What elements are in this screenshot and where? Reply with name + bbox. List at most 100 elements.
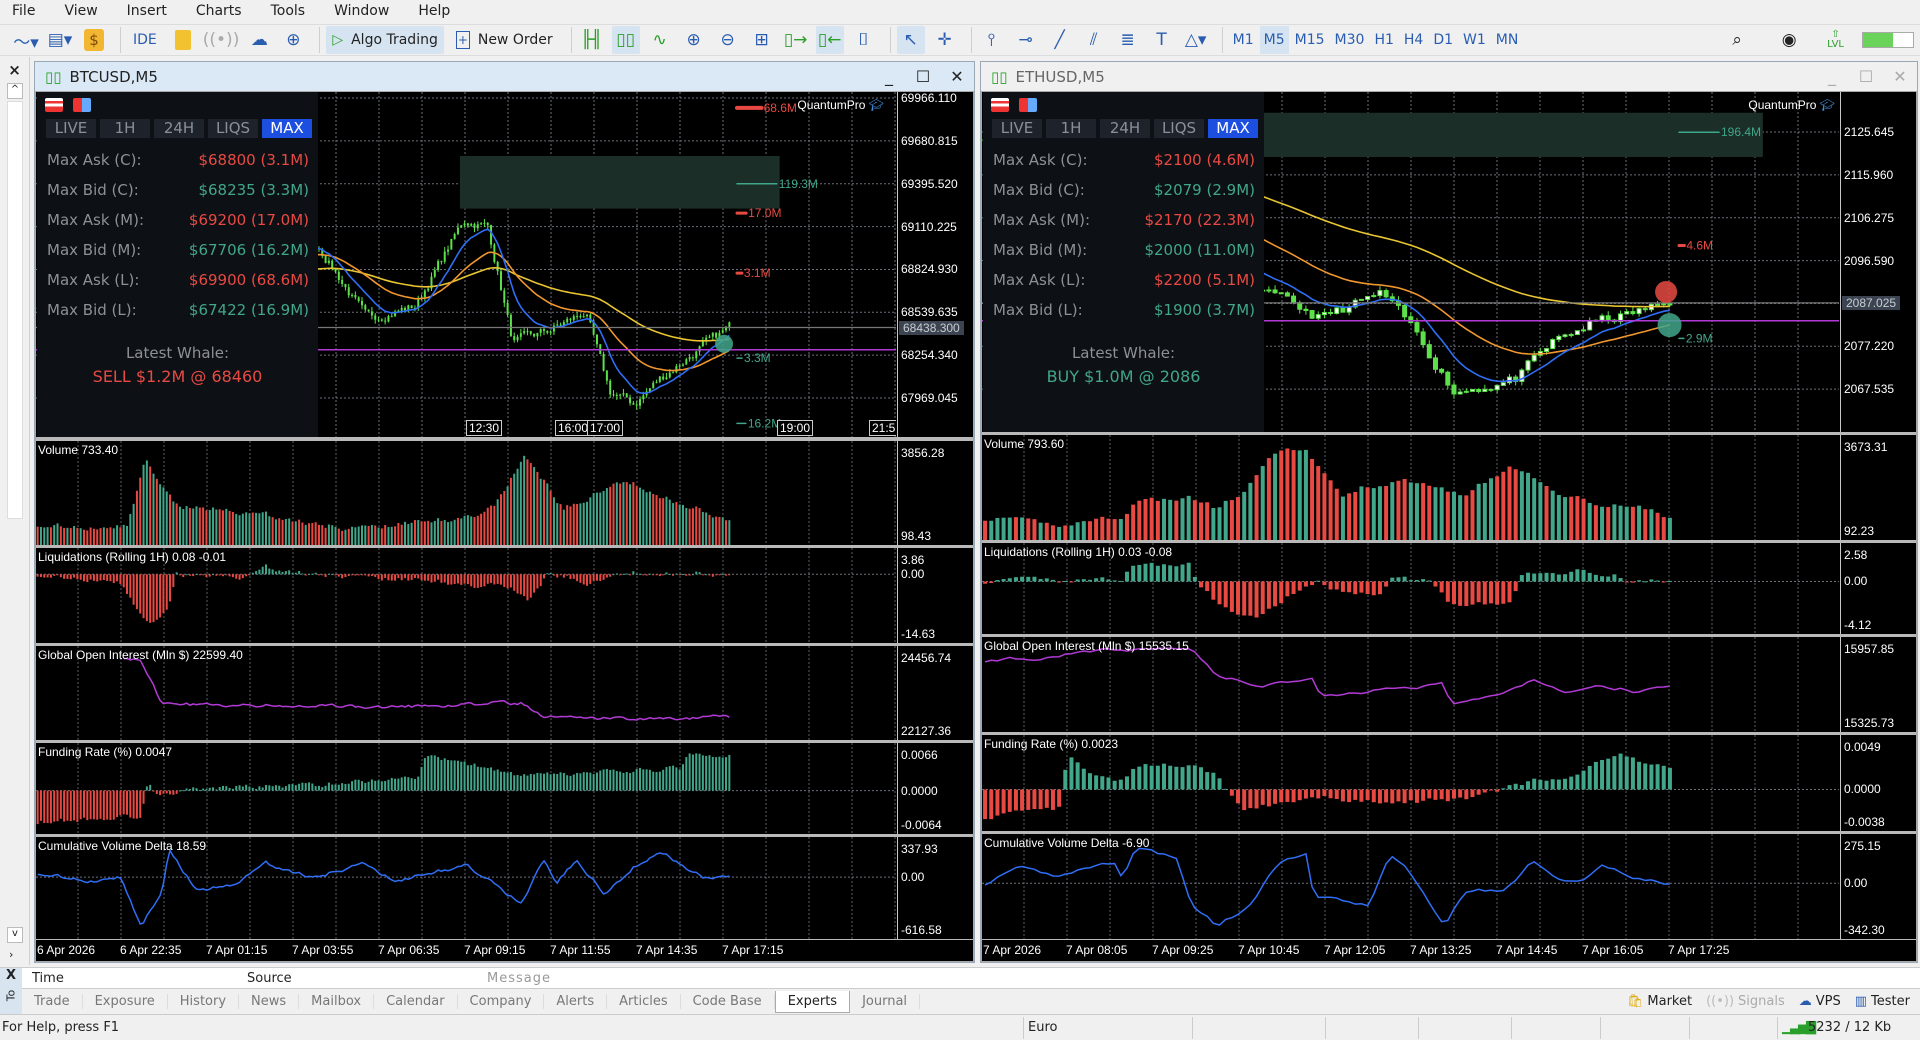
minimize-button[interactable]: _ (1828, 67, 1836, 86)
toolbox-link-tester[interactable]: ▥ Tester (1855, 994, 1910, 1009)
tab-max[interactable]: MAX (262, 119, 312, 138)
tab-1h[interactable]: 1H (100, 119, 150, 138)
scrollbar[interactable] (7, 101, 23, 519)
menu-view[interactable]: View (64, 3, 98, 19)
bar-chart-icon[interactable]: ╟╢ (581, 30, 602, 50)
maximize-button[interactable]: ☐ (1858, 67, 1874, 86)
menu-window[interactable]: Window (334, 3, 390, 19)
column-time[interactable]: Time (32, 971, 64, 986)
timeframe-m5[interactable]: M5 (1259, 26, 1289, 54)
tab-24h[interactable]: 24H (1100, 119, 1150, 138)
horizontal-line-icon[interactable]: ⊸ (1018, 30, 1033, 50)
vertical-line-icon[interactable]: ⫯ (987, 30, 996, 50)
new-order-button[interactable]: + New Order (450, 26, 559, 54)
main-price-panel[interactable]: 68.6M 119.3M 17.0M 3.1M 3.3M 16.2M QuantumPro… (36, 91, 973, 437)
price-axis[interactable]: 2125.645 2115.960 2106.275 2096.590 2087.025… (1840, 92, 1916, 432)
ide-button[interactable]: IDE (133, 32, 157, 48)
account-icon[interactable]: ◉ (1781, 30, 1797, 50)
scroll-up-button[interactable]: ^ (7, 83, 23, 99)
save-icon[interactable] (73, 98, 91, 112)
status-profile[interactable]: Euro (1028, 1020, 1058, 1035)
trendline-icon[interactable]: ╱ (1054, 30, 1065, 50)
toolbox-side-tab[interactable]: X To (0, 968, 22, 1015)
dollar-icon[interactable]: $ (80, 26, 108, 54)
window-title-bar[interactable]: ▯▯ ETHUSD,M5 _ ☐ ✕ (981, 62, 1917, 91)
timeframe-m15[interactable]: M15 (1294, 32, 1325, 48)
tab-1h[interactable]: 1H (1046, 119, 1096, 138)
vps-cloud-icon[interactable]: ☁ (250, 30, 268, 50)
toolbox-link-market[interactable]: 🛍︎ Market (1627, 994, 1692, 1009)
menu-charts[interactable]: Charts (195, 3, 242, 19)
expand-icon[interactable]: › (9, 948, 14, 961)
shapes-icon[interactable]: △▾ (1184, 30, 1207, 50)
toolbox-link-signals[interactable]: ((•)) Signals (1706, 994, 1785, 1009)
level-badge[interactable]: ⇧ LVL (1827, 30, 1844, 50)
main-price-panel[interactable]: 196.4M 4.6M 2.9M QuantumPro 🎓︎ LIVE 1H 24H LI… (982, 92, 1916, 432)
toolbox-tab-alerts[interactable]: Alerts (544, 994, 608, 1009)
fibonacci-icon[interactable]: ≣ (1120, 30, 1135, 50)
column-source[interactable]: Source (247, 971, 292, 986)
tab-24h[interactable]: 24H (154, 119, 204, 138)
screenshot-icon[interactable]: ⌷ (858, 30, 869, 50)
tab-live[interactable]: LIVE (46, 119, 96, 138)
auto-scroll-icon[interactable]: ▯→ (783, 30, 808, 50)
time-axis[interactable]: 7 Apr 2026 7 Apr 08:05 7 Apr 09:25 7 Apr 10… (982, 940, 1916, 961)
line-chart-icon[interactable]: ∿ (652, 30, 667, 50)
toolbox-tab-calendar[interactable]: Calendar (374, 994, 458, 1009)
signals-icon[interactable]: ((•)) (202, 30, 240, 50)
window-title-bar[interactable]: ▯▯ BTCUSD,M5 _ ☐ ✕ (35, 62, 974, 91)
maximize-button[interactable]: ☐ (915, 67, 931, 86)
text-icon[interactable]: T (1156, 30, 1167, 50)
menu-help[interactable]: Help (418, 3, 451, 19)
toolbox-tab-company[interactable]: Company (458, 994, 545, 1009)
toolbox-tab-news[interactable]: News (239, 994, 300, 1009)
toolbox-tab-history[interactable]: History (168, 994, 240, 1009)
toolbox-close-button[interactable]: X (5, 968, 17, 983)
save-icon[interactable] (1019, 98, 1037, 112)
tile-windows-icon[interactable]: ⊞ (754, 30, 769, 50)
chart-templates-icon[interactable]: ▤▾ (47, 30, 73, 50)
tab-liqs[interactable]: LIQS (1154, 119, 1204, 138)
tab-live[interactable]: LIVE (992, 119, 1042, 138)
table-icon[interactable] (991, 98, 1009, 112)
new-chart-icon[interactable]: 〜▾ (13, 32, 39, 53)
tab-liqs[interactable]: LIQS (208, 119, 258, 138)
timeframe-h1[interactable]: H1 (1374, 32, 1394, 48)
community-globe-icon[interactable]: ⊕ (286, 30, 301, 50)
chart-shift-icon[interactable]: ▯← (815, 26, 844, 54)
timeframe-w1[interactable]: W1 (1463, 32, 1486, 48)
menu-insert[interactable]: Insert (126, 3, 167, 19)
search-icon[interactable]: ⌕ (1732, 30, 1742, 50)
toolbox-tab-experts[interactable]: Experts (774, 990, 851, 1013)
close-button[interactable]: ✕ (1893, 67, 1907, 86)
timeframe-m30[interactable]: M30 (1334, 32, 1365, 48)
zoom-out-icon[interactable]: ⊖ (720, 30, 735, 50)
chart-window-ethusd[interactable]: ▯▯ ETHUSD,M5 _ ☐ ✕ 196.4M 4.6M 2.9M QuantumP… (980, 61, 1918, 963)
zoom-in-icon[interactable]: ⊕ (686, 30, 701, 50)
menu-tools[interactable]: Tools (270, 3, 306, 19)
toolbox-link-vps[interactable]: ☁ VPS (1799, 994, 1841, 1009)
close-button[interactable]: ✕ (950, 67, 964, 86)
timeframe-mn[interactable]: MN (1495, 32, 1519, 48)
price-axis[interactable]: 69966.110 69680.815 69395.520 69110.225 6882… (897, 91, 973, 437)
minimize-button[interactable]: _ (885, 67, 893, 86)
cursor-icon[interactable]: ↖ (896, 26, 925, 54)
toolbox-tab-articles[interactable]: Articles (607, 994, 681, 1009)
crosshair-icon[interactable]: ✛ (937, 30, 952, 50)
toolbox-tab-code-base[interactable]: Code Base (681, 994, 775, 1009)
table-icon[interactable] (45, 98, 63, 112)
tab-max[interactable]: MAX (1208, 119, 1258, 138)
toolbox-tab-trade[interactable]: Trade (22, 994, 83, 1009)
time-axis[interactable]: 6 Apr 2026 6 Apr 22:35 7 Apr 01:15 7 Apr 03… (36, 940, 973, 961)
timeframe-h4[interactable]: H4 (1403, 32, 1424, 48)
column-message[interactable]: Message (487, 971, 551, 986)
scroll-down-button[interactable]: v (7, 927, 23, 943)
timeframe-m1[interactable]: M1 (1232, 32, 1254, 48)
channel-icon[interactable]: ⫽ (1089, 30, 1098, 50)
timeframe-d1[interactable]: D1 (1433, 32, 1453, 48)
toolbox-tab-mailbox[interactable]: Mailbox (299, 994, 375, 1009)
toolbox-tab-journal[interactable]: Journal (850, 994, 921, 1009)
chart-window-btcusd[interactable]: ▯▯ BTCUSD,M5 _ ☐ ✕ 68.6M 119.3M 17.0M 3.1M 3.3… (34, 61, 975, 963)
market-bag-icon[interactable] (169, 26, 197, 54)
algo-trading-button[interactable]: ▷ Algo Trading (326, 26, 444, 54)
